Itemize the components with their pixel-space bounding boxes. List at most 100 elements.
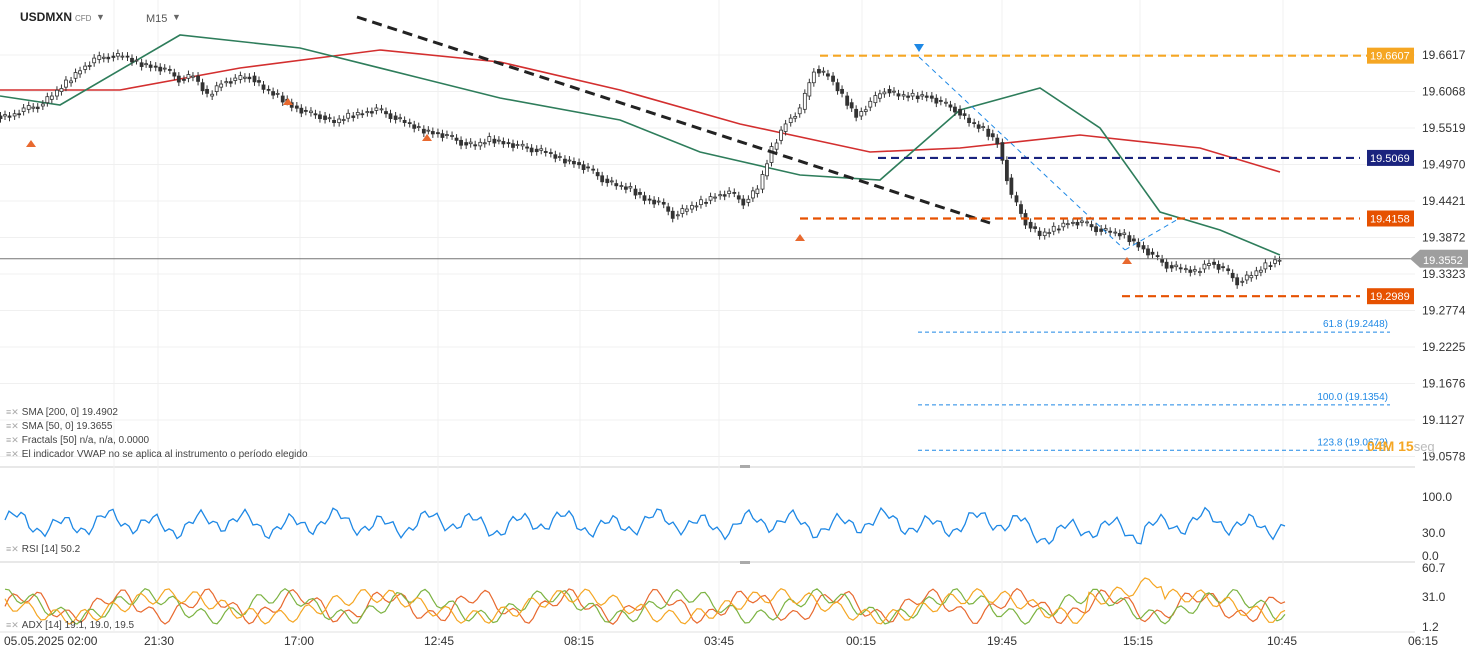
candle (144, 63, 149, 66)
candle (1051, 225, 1056, 232)
candle (1117, 233, 1122, 237)
candle (492, 138, 497, 144)
legend-sma50[interactable]: ≡✕ SMA [50, 0] 19.3655 (6, 421, 113, 432)
legend-sma200[interactable]: ≡✕ SMA [200, 0] 19.4902 (6, 407, 118, 418)
candle (468, 141, 473, 145)
candle (609, 180, 614, 183)
fractal-up-arrow (422, 134, 432, 141)
y-tick-label: 19.6068 (1422, 85, 1466, 99)
candle (224, 81, 229, 84)
candle (684, 208, 689, 212)
fib-level-label: 100.0 (19.1354) (1317, 392, 1388, 403)
candle (1169, 265, 1174, 269)
candle (1089, 224, 1094, 228)
candle (788, 117, 793, 124)
candle (962, 113, 967, 116)
candle (1192, 269, 1197, 272)
candle (200, 82, 205, 92)
candle (901, 94, 906, 97)
candle (1042, 231, 1047, 237)
candle (948, 104, 953, 108)
fib-level-label: 61.8 (19.2448) (1323, 319, 1388, 330)
candle (859, 111, 864, 117)
candle (750, 190, 755, 199)
candle (1273, 259, 1277, 264)
candle (1258, 269, 1263, 273)
candle (553, 154, 558, 159)
candle (722, 194, 727, 197)
candle (605, 178, 610, 184)
candle (49, 95, 54, 100)
candle (958, 108, 962, 116)
settings-icon: ≡✕ (6, 435, 19, 445)
candle (303, 110, 308, 112)
candle (341, 119, 346, 121)
y-tick-label: 19.1676 (1422, 377, 1466, 391)
candle (769, 146, 774, 163)
candle (501, 141, 506, 145)
legend-vwap[interactable]: ≡✕ El indicador VWAP no se aplica al inst… (6, 449, 308, 460)
x-tick-label: 21:30 (144, 634, 174, 648)
candle (111, 55, 116, 58)
legend-adx[interactable]: ≡✕ ADX [14] 19.1, 19.0, 19.5 (6, 620, 135, 631)
candle (831, 75, 835, 82)
symbol-title[interactable]: USDMXN CFD (20, 10, 92, 24)
candle (699, 199, 703, 206)
candle (139, 62, 144, 67)
candle (1113, 231, 1118, 234)
candle (450, 135, 454, 137)
fractal-up-arrow (283, 98, 293, 105)
candle (393, 115, 398, 120)
fib-level-label: 123.8 (19.0672) (1317, 437, 1388, 448)
candle (760, 174, 765, 190)
candle (1155, 255, 1160, 257)
candle (840, 88, 844, 94)
candle (633, 188, 638, 196)
candle (910, 92, 915, 97)
settings-icon: ≡✕ (6, 421, 19, 431)
candle (412, 124, 417, 129)
pane-handle (740, 465, 750, 468)
candle (882, 91, 887, 95)
candle (355, 112, 360, 116)
candle (623, 186, 628, 190)
candle (101, 56, 106, 59)
candle (374, 107, 379, 111)
y-tick-label: 19.3323 (1422, 267, 1466, 281)
candle (811, 71, 816, 84)
candle (407, 122, 412, 125)
level-tag (1367, 47, 1414, 64)
candle (835, 82, 840, 92)
candle (849, 102, 854, 109)
candle (134, 59, 139, 62)
candle (1174, 264, 1179, 268)
candle (1207, 263, 1211, 266)
x-tick-label: 19:45 (987, 634, 1017, 648)
candle (1075, 221, 1080, 226)
candle (567, 159, 572, 162)
candle (741, 198, 746, 206)
timeframe-dropdown-icon[interactable]: ▼ (172, 12, 181, 22)
legend-fractals[interactable]: ≡✕ Fractals [50] n/a, n/a, 0.0000 (6, 435, 150, 446)
sma200-line (0, 49, 1281, 173)
candle (845, 95, 850, 106)
candle (727, 190, 732, 194)
candle (271, 91, 276, 96)
candle (826, 73, 830, 77)
candle (87, 65, 92, 67)
fractal-down-arrow (914, 44, 924, 52)
timeframe-label[interactable]: M15 (146, 13, 168, 25)
candle (755, 188, 760, 194)
legend-rsi[interactable]: ≡✕ RSI [14] 50.2 (6, 544, 81, 555)
candle (12, 113, 17, 117)
candle (7, 115, 12, 118)
candle (1037, 230, 1042, 237)
candle (482, 142, 487, 145)
candle (64, 79, 68, 88)
symbol-dropdown-icon[interactable]: ▼ (96, 12, 105, 22)
candle (1071, 221, 1075, 224)
candle (0, 115, 3, 120)
candle (280, 95, 285, 103)
candle (1080, 220, 1084, 223)
